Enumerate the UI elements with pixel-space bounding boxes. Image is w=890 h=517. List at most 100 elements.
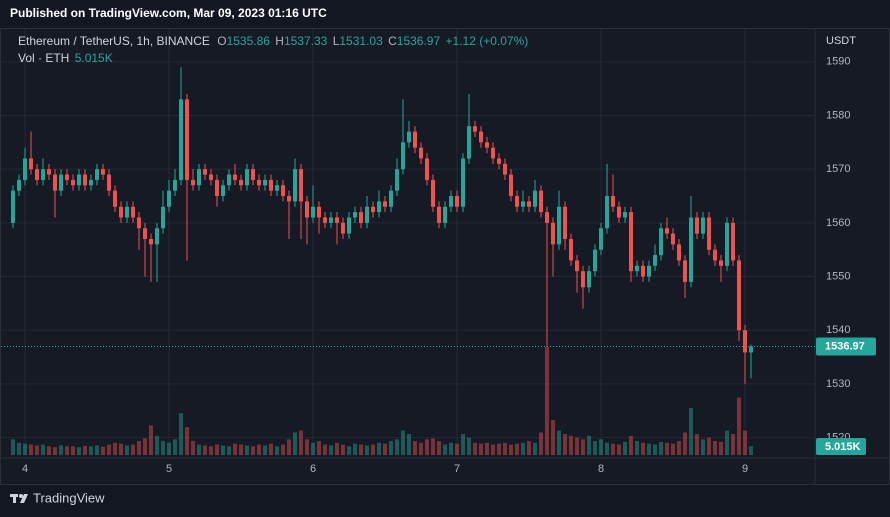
candle-body [587,271,591,288]
chart-panel [0,28,890,485]
volume-bar [689,407,693,455]
candle-body [521,201,525,207]
candle-body [563,206,567,239]
volume-bar [311,442,315,455]
candle-body [611,196,615,207]
volume-bar [713,441,717,455]
candle-body [731,222,735,261]
volume-bar [323,444,327,455]
volume-bar [569,435,573,455]
candle-body [377,201,381,213]
candle-body [119,206,123,218]
ohlc-letter: H [275,34,284,48]
volume-bar [665,442,669,455]
volume-bar [743,430,747,455]
volume-bar [413,441,417,455]
candle-body [221,185,225,197]
candle-body [683,260,687,282]
candle-body [485,142,489,148]
volume-bar [509,444,513,455]
ohlc-value: 1537.33 [284,34,328,48]
candle-body [173,179,177,191]
candle-body [317,206,321,218]
candle-body [743,330,747,353]
candle-body [539,190,543,213]
last-price-label: 1536.97 [825,340,865,352]
volume-bar [95,445,99,455]
volume-bar [581,439,585,455]
candle-body [413,131,417,148]
volume-legend: Vol · ETH 5.015K [18,51,113,65]
volume-bar [629,435,633,455]
candle-body [689,217,693,282]
volume-bar [473,442,477,455]
candle-body [581,271,585,288]
candle-body [251,169,255,180]
volume-bar [479,443,483,455]
candle-body [227,174,231,186]
candle-body [179,99,183,180]
candle-body [143,228,147,239]
volume-bar [251,446,255,455]
volume-bar [641,442,645,455]
volume-bar [11,439,15,455]
volume-bar [617,444,621,455]
volume-bar [587,435,591,455]
volume-bar [539,432,543,455]
candle-body [545,212,549,223]
volume-bar [719,441,723,455]
volume-bar [113,442,117,455]
volume-bar [635,441,639,455]
candle-body [509,174,513,197]
candle-body [365,206,369,223]
x-tick-label: 6 [310,463,316,475]
candle-body [167,190,171,207]
candle-body [443,206,447,223]
footer-brand: TradingView [33,490,105,505]
volume-bar [149,425,153,455]
volume-bar [71,446,75,455]
candle-body [263,179,267,186]
volume-bar [653,444,657,455]
candle-body [701,217,705,234]
volume-bar [359,444,363,455]
volume-bar [125,445,129,455]
volume-bar [605,442,609,455]
last-volume-label: 5.015K [825,441,861,453]
volume-bar [449,442,453,455]
candle-body [275,185,279,191]
candle-body [35,169,39,180]
candle-body [131,206,135,218]
volume-bar [623,441,627,455]
volume-bar [179,413,183,455]
volume-bar [557,430,561,455]
volume-bar [365,445,369,455]
y-tick-label: 1530 [826,378,850,390]
x-tick-label: 4 [22,463,28,475]
symbol: Ethereum / TetherUS, 1h, BINANCE [18,34,210,48]
candle-body [233,174,237,180]
volume-bar [227,446,231,455]
volume-bar [329,445,333,455]
candle-body [341,222,345,234]
volume-bar [185,427,189,455]
volume-bar [275,446,279,455]
candle-body [401,142,405,170]
volume-bar [101,446,105,455]
y-tick-label: 1590 [826,56,850,68]
candle-body [599,228,603,250]
volume-bar [527,441,531,455]
candle-body [527,201,531,207]
candle-body [281,185,285,197]
volume-bar [707,437,711,455]
plot [1,29,815,458]
volume-bar [281,444,285,455]
ohlc-value: 1536.97 [397,34,441,48]
candle-body [161,206,165,229]
volume-bar [215,444,219,455]
volume-bar [17,442,21,455]
candle-body [11,190,15,223]
candle-body [389,190,393,207]
candle-body [653,255,657,266]
candle-body [239,179,243,186]
